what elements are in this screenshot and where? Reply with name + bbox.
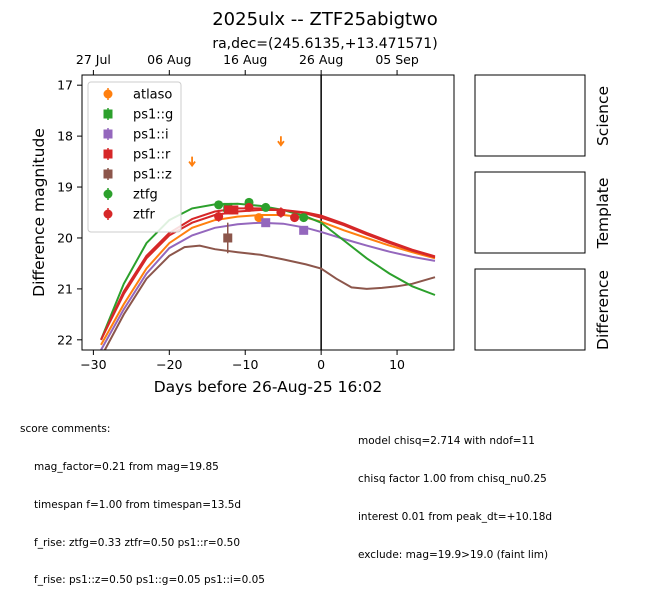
model-curve-atlaso [100, 214, 436, 346]
data-point-ztfr [227, 205, 237, 215]
template-panel [474, 171, 586, 254]
y-tick-label: 17 [57, 78, 73, 93]
top-tick-label: 06 Aug [147, 52, 191, 67]
x-tick-label: 0 [317, 357, 325, 372]
data-point-ps1--i [299, 225, 309, 235]
legend-label-ztfg: ztfg [133, 188, 158, 203]
x-tick-label: −10 [232, 357, 258, 372]
legend-marker-ps1--r [103, 149, 113, 159]
comment-line: interest 0.01 from peak_dt=+10.18d [358, 510, 553, 523]
legend-label-atlaso: atlaso [133, 88, 172, 103]
legend-marker-ps1--i [103, 129, 113, 139]
comment-line: f_rise: ps1::z=0.50 ps1::g=0.05 ps1::i=0… [34, 574, 265, 587]
y-tick-label: 21 [57, 281, 73, 296]
legend-label-ps1--i: ps1::i [133, 128, 169, 143]
data-point-ztfg [299, 213, 309, 223]
legend-marker-ps1--g [103, 109, 113, 119]
x-tick-label: −30 [80, 357, 106, 372]
data-point-ztfg [214, 200, 224, 210]
template-label: Template [594, 178, 612, 250]
comment-line: exclude: mag=19.9>19.0 (faint lim) [358, 548, 549, 561]
figure: 2025ulx -- ZTF25abigtwo ra,dec=(245.6135… [30, 9, 612, 396]
chart-title: 2025ulx -- ZTF25abigtwo [212, 9, 438, 30]
score-comments-heading: score comments: [20, 423, 111, 436]
data-points [188, 136, 309, 254]
data-point-ztfr [276, 208, 286, 217]
y-tick-label: 20 [57, 230, 73, 245]
y-tick-label: 18 [57, 129, 73, 144]
x-axis-label: Days before 26-Aug-25 16:02 [154, 378, 383, 396]
data-point-ps1--i [261, 218, 271, 228]
data-point-ps1--z [223, 233, 233, 243]
difference-label: Difference [594, 270, 612, 350]
model-curve-ps1--z [103, 244, 436, 350]
comment-line: f_rise: ztfg=0.33 ztfr=0.50 ps1::r=0.50 [34, 536, 241, 549]
legend-marker-ps1--z [103, 169, 113, 179]
y-tick-label: 19 [57, 180, 73, 195]
plot-frame [81, 74, 455, 351]
comment-line: mag_factor=0.21 from mag=19.85 [34, 460, 219, 473]
x-tick-label: 10 [389, 357, 405, 372]
model-comments: model chisq=2.714 with ndof=11 chisq fac… [358, 410, 552, 574]
y-tick-label: 22 [57, 332, 73, 347]
lightcurve-axes: −30 −20 −10 0 10 27 Jul 06 Aug 16 Aug 26 Aug 05 S… [30, 52, 455, 396]
score-comments: score comments: mag_factor=0.21 from mag… [20, 398, 265, 600]
legend-label-ps1--r: ps1::r [133, 148, 171, 163]
data-point-ztfr [244, 202, 254, 212]
data-point-ztfg [261, 202, 271, 212]
model-curve-ps1--i [100, 221, 436, 350]
legend-label-ztfr: ztfr [133, 208, 155, 223]
difference-panel [474, 268, 586, 351]
data-point-ztfr [290, 213, 300, 223]
legend-marker-atlaso [103, 89, 113, 99]
upper-limit-atlaso [188, 156, 196, 168]
legend-marker-ztfg [103, 189, 113, 199]
legend-label-ps1--g: ps1::g [133, 108, 173, 123]
comment-line: timespan f=1.00 from timespan=13.5d [34, 498, 242, 511]
y-axis-label: Difference magnitude [30, 128, 48, 297]
science-panel [474, 74, 586, 157]
legend-marker-ztfr [103, 209, 113, 219]
data-point-ztfr [214, 212, 224, 222]
comment-line: model chisq=2.714 with ndof=11 [358, 435, 535, 448]
legend-label-ps1--z: ps1::z [133, 168, 172, 183]
data-point-atlaso [254, 213, 264, 223]
chart-subtitle: ra,dec=(245.6135,+13.471571) [212, 36, 437, 52]
x-tick-label: −20 [156, 357, 182, 372]
top-tick-label: 16 Aug [223, 52, 267, 67]
model-curve-ztfr [100, 207, 436, 341]
comment-line: chisq factor 1.00 from chisq_nu0.25 [358, 472, 547, 485]
science-label: Science [594, 86, 612, 146]
top-tick-label: 05 Sep [375, 52, 419, 67]
top-tick-label: 26 Aug [299, 52, 343, 67]
top-tick-label: 27 Jul [76, 52, 111, 67]
upper-limit-atlaso [277, 136, 285, 147]
